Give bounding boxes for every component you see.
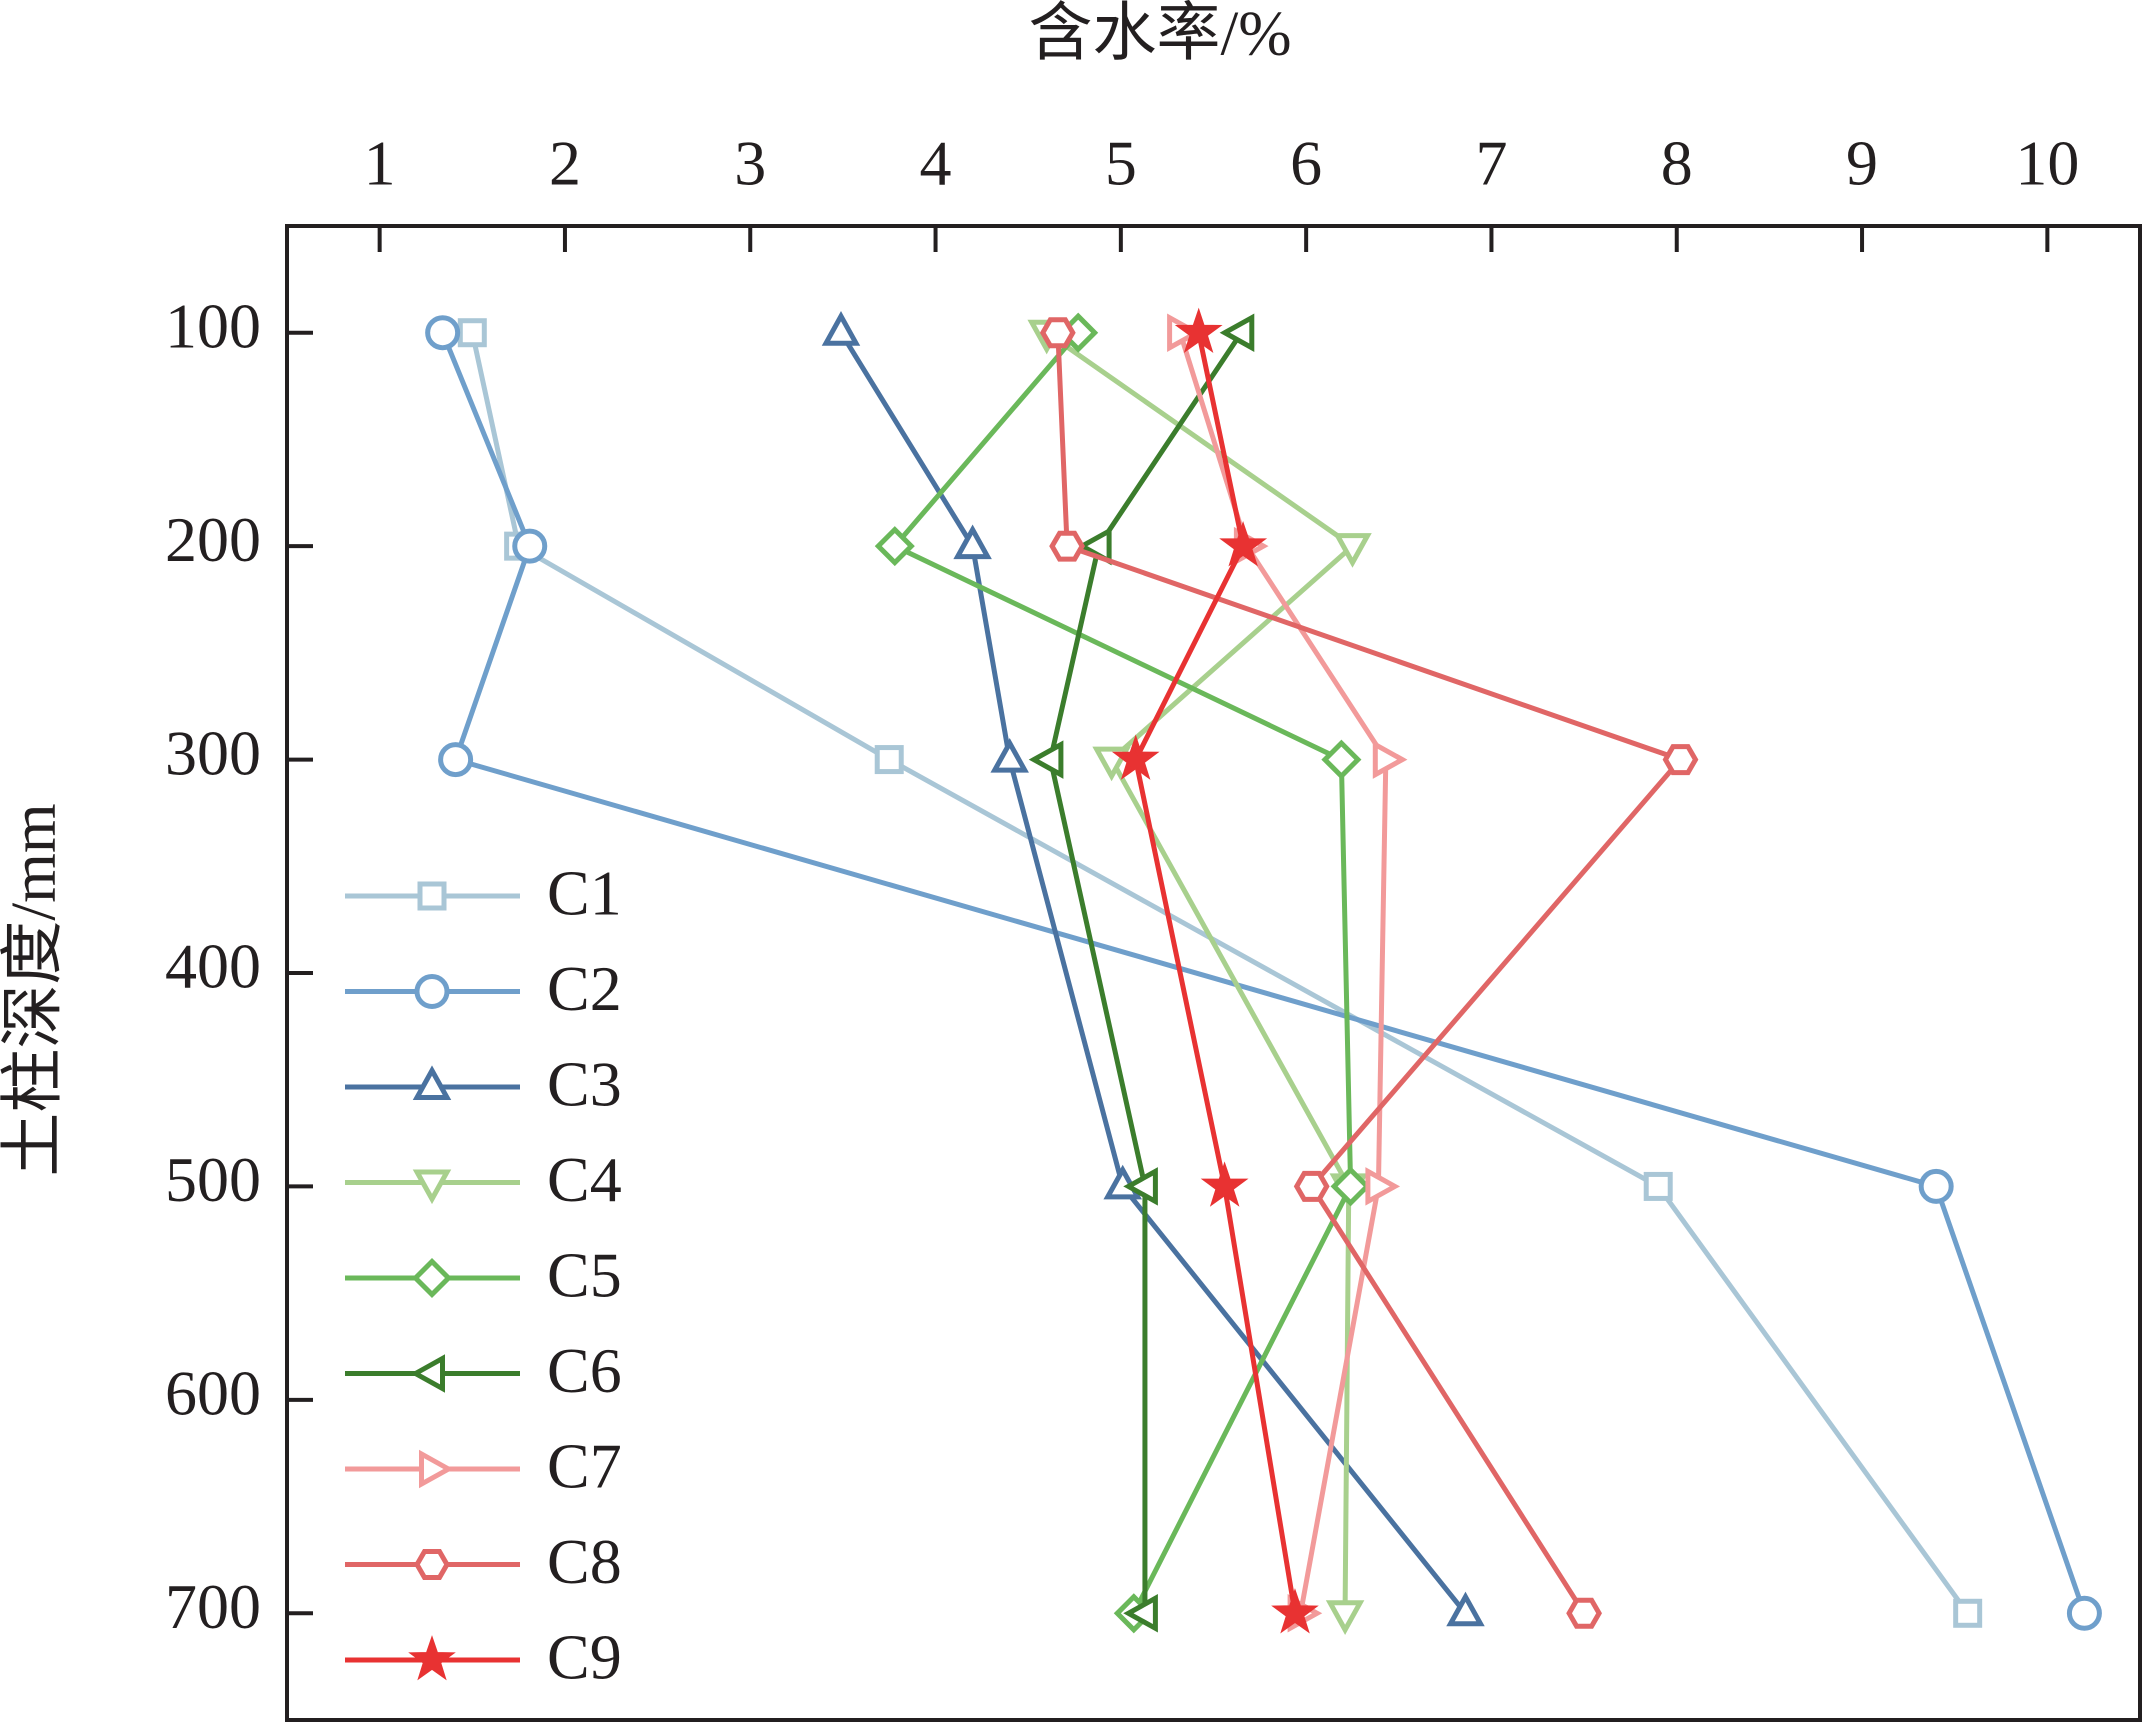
- marker: [1333, 533, 1372, 568]
- x-tick-label: 2: [549, 128, 581, 199]
- legend-label: C5: [547, 1240, 622, 1311]
- marker: [1271, 1588, 1319, 1634]
- x-tick-label: 7: [1475, 128, 1507, 199]
- y-axis-title: 土柱深度/mm: [0, 803, 69, 1176]
- marker: [1321, 739, 1362, 780]
- marker: [874, 526, 915, 567]
- marker: [425, 315, 461, 351]
- x-tick-label: 3: [734, 128, 766, 199]
- x-tick-label: 9: [1846, 128, 1878, 199]
- x-tick-label: 4: [920, 128, 952, 199]
- marker: [990, 737, 1029, 773]
- series-line: [1047, 331, 1244, 1614]
- x-axis-title: 含水率/%: [1028, 0, 1291, 69]
- x-tick-label: 5: [1105, 128, 1137, 199]
- legend-marker: [419, 1449, 454, 1489]
- marker: [438, 742, 474, 778]
- legend-label: C1: [547, 858, 622, 929]
- marker: [1111, 734, 1160, 780]
- legend-marker: [414, 974, 450, 1009]
- marker: [1219, 313, 1255, 352]
- y-tick-label: 400: [165, 931, 261, 1002]
- legend-marker: [408, 1635, 456, 1681]
- series-line: [890, 331, 1354, 1615]
- marker: [2066, 1595, 2102, 1631]
- y-tick-label: 500: [165, 1144, 261, 1215]
- y-tick-label: 600: [165, 1358, 261, 1429]
- legend-label: C3: [547, 1049, 622, 1120]
- marker: [1372, 740, 1408, 779]
- marker: [1643, 1171, 1673, 1201]
- marker: [1293, 1170, 1330, 1202]
- y-tick-label: 300: [165, 717, 261, 788]
- marker: [512, 528, 548, 564]
- marker: [1219, 521, 1268, 567]
- y-tick-label: 200: [165, 504, 261, 575]
- marker: [457, 318, 487, 348]
- legend-label: C9: [547, 1622, 622, 1693]
- marker: [1330, 1166, 1371, 1207]
- x-tick-label: 10: [2015, 128, 2079, 199]
- x-tick-label: 6: [1290, 128, 1322, 199]
- marker: [1174, 307, 1223, 354]
- marker: [1325, 1600, 1365, 1635]
- marker: [1049, 530, 1085, 562]
- marker: [1918, 1168, 1954, 1204]
- marker: [1566, 1597, 1602, 1629]
- marker: [1123, 1594, 1158, 1633]
- marker: [1446, 1591, 1485, 1627]
- marker: [821, 311, 861, 346]
- x-tick-label: 1: [364, 128, 396, 199]
- legend-label: C8: [547, 1526, 622, 1597]
- marker: [1028, 740, 1064, 779]
- legend-label: C2: [547, 953, 622, 1024]
- marker: [1953, 1598, 1983, 1628]
- series-line: [838, 331, 1468, 1615]
- marker: [1039, 317, 1076, 349]
- marker: [1200, 1161, 1249, 1207]
- legend-label: C6: [547, 1335, 622, 1406]
- legend-marker: [411, 1257, 453, 1299]
- marker: [953, 524, 992, 560]
- legend-marker: [412, 1169, 452, 1205]
- series-line: [1055, 332, 1685, 1615]
- marker: [874, 745, 904, 775]
- marker: [1123, 1167, 1158, 1206]
- legend-marker: [412, 1065, 452, 1100]
- marker: [1365, 1167, 1401, 1206]
- legend-marker: [414, 1549, 450, 1580]
- series-line: [469, 332, 1970, 1615]
- y-tick-label: 700: [165, 1571, 261, 1642]
- legend-marker: [417, 881, 447, 911]
- legend-marker: [410, 1354, 445, 1393]
- legend-label: C7: [547, 1431, 622, 1502]
- legend-label: C4: [547, 1144, 622, 1215]
- x-tick-label: 8: [1661, 128, 1693, 199]
- y-tick-label: 100: [165, 290, 261, 361]
- series-line: [1177, 331, 1389, 1614]
- marker: [1662, 744, 1699, 776]
